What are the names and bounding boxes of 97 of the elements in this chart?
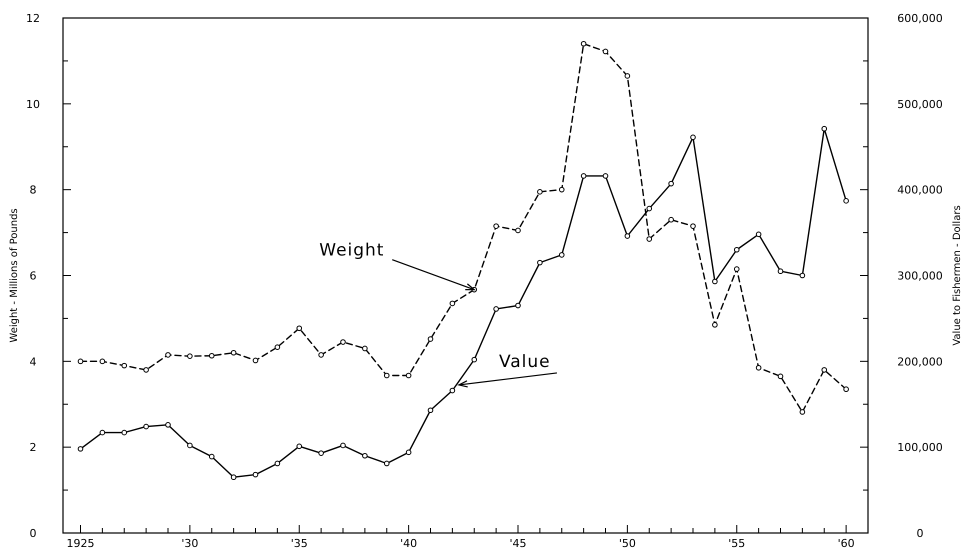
y2-tick-label: 300,000: [897, 270, 943, 282]
point: [340, 339, 346, 345]
point: [690, 223, 696, 229]
point: [318, 450, 324, 456]
point: [450, 300, 456, 306]
point: [208, 454, 215, 460]
point: [712, 278, 718, 284]
point: [121, 430, 128, 436]
point: [208, 352, 215, 359]
y-tick-label: 2: [30, 441, 36, 454]
point: [690, 134, 696, 140]
y-axis-title: Weight - Millions of Pounds: [9, 208, 20, 343]
y-tick-label: 0: [30, 527, 36, 540]
point: [843, 386, 849, 392]
annotation: Weight: [319, 240, 384, 261]
point: [296, 325, 302, 332]
y-tick-label: 4: [30, 355, 36, 368]
point: [100, 358, 106, 364]
point: [318, 352, 324, 358]
point: [515, 228, 521, 234]
x-tick-label: '40: [400, 537, 418, 550]
point: [756, 364, 762, 371]
point: [602, 173, 608, 179]
x-tick-label: '50: [618, 537, 636, 550]
y2-tick-label: 200,000: [897, 355, 943, 368]
point: [384, 460, 390, 466]
point: [712, 322, 718, 328]
point: [362, 346, 368, 352]
point: [121, 362, 128, 368]
x-tick-label: '45: [509, 537, 527, 550]
point: [274, 460, 280, 466]
point: [252, 358, 258, 364]
point: [580, 173, 586, 179]
point: [646, 236, 652, 242]
y-tick-label: 8: [30, 184, 36, 197]
point: [406, 372, 412, 378]
x-tick-label: 1925: [66, 537, 94, 550]
point: [580, 40, 586, 47]
y2-axis-title: Value to Fishermen - Dollars: [952, 205, 963, 346]
point: [274, 344, 280, 350]
point: [537, 189, 543, 195]
point: [800, 272, 806, 278]
point: [624, 233, 630, 239]
point: [187, 353, 193, 359]
point: [296, 444, 302, 450]
point: [558, 186, 565, 192]
y-tick-label: 6: [30, 270, 36, 282]
point: [165, 352, 171, 358]
point: [230, 474, 236, 480]
y2-tick-label: 400,000: [897, 184, 943, 197]
point: [843, 198, 849, 204]
point: [537, 260, 543, 266]
point: [821, 367, 828, 373]
point: [143, 367, 149, 373]
point: [384, 372, 390, 378]
point: [230, 350, 236, 356]
point: [406, 450, 412, 456]
y2-tick-label: 500,000: [897, 98, 943, 111]
point: [143, 424, 149, 430]
point: [624, 73, 630, 79]
point: [756, 232, 762, 238]
point: [668, 216, 674, 223]
point: [252, 472, 258, 478]
point: [362, 452, 368, 459]
point: [515, 302, 521, 308]
point: [428, 407, 434, 414]
y2-tick-label: 100,000: [897, 441, 943, 454]
point: [778, 268, 784, 274]
x-tick-label: '55: [728, 537, 746, 550]
point: [646, 206, 652, 212]
x-tick-label: '35: [290, 537, 308, 550]
point: [734, 266, 740, 272]
point: [450, 388, 456, 394]
point: [602, 48, 608, 54]
point: [340, 442, 346, 448]
point: [78, 358, 84, 364]
y2-tick-label: 0: [916, 527, 924, 540]
point: [778, 374, 784, 380]
point: [471, 356, 478, 362]
point: [493, 306, 499, 312]
point: [187, 442, 193, 448]
y-tick-label: 12: [26, 12, 40, 25]
x-tick-label: '60: [838, 537, 855, 550]
point: [734, 246, 740, 253]
x-tick-label: '30: [181, 537, 198, 550]
point: [493, 223, 499, 229]
y2-tick-label: 600,000: [897, 12, 943, 25]
point: [100, 430, 106, 436]
point: [78, 446, 84, 452]
point: [668, 180, 674, 186]
point: [800, 409, 806, 415]
y-tick-label: 10: [26, 98, 40, 111]
point: [558, 252, 565, 258]
point: [165, 422, 171, 428]
point: [428, 336, 434, 342]
annotation: Value: [498, 352, 551, 372]
point: [821, 126, 828, 132]
